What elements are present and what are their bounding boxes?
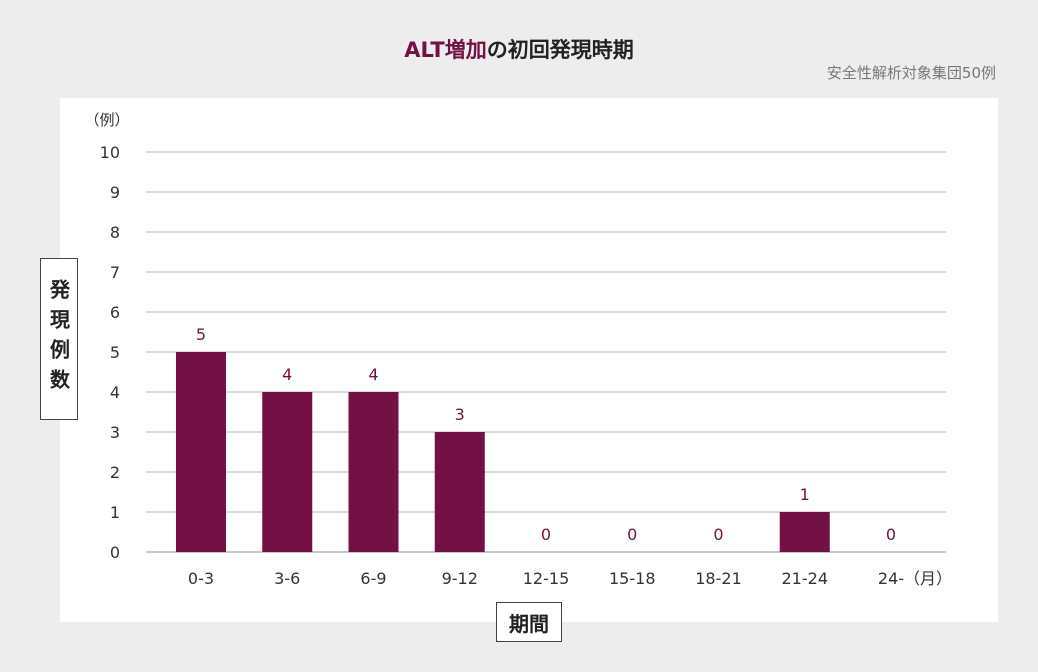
bars — [176, 352, 830, 552]
bar-value-label: 5 — [196, 325, 206, 344]
x-tick-label: 15-18 — [609, 569, 656, 588]
bar — [779, 512, 830, 552]
y-tick-label: 0 — [110, 543, 120, 562]
x-unit-label: （月） — [904, 569, 952, 588]
bar-value-label: 4 — [282, 365, 292, 384]
y-tick-label: 7 — [110, 263, 120, 282]
bar-value-label: 0 — [541, 525, 551, 544]
chart-title-rest: の初回発現時期 — [486, 38, 634, 62]
x-tick-label: 9-12 — [442, 569, 478, 588]
x-tick-label: 24- — [878, 569, 904, 588]
y-tick-label: 1 — [110, 503, 120, 522]
y-tick-label: 9 — [110, 183, 120, 202]
x-tick-label: 0-3 — [188, 569, 214, 588]
y-tick-label: 5 — [110, 343, 120, 362]
y-tick-label: 8 — [110, 223, 120, 242]
chart-subtitle: 安全性解析対象集団50例 — [826, 64, 996, 82]
y-unit-label: （例） — [84, 111, 129, 129]
y-axis-label: 発現例数 — [46, 279, 71, 399]
chart-title: ALT増加の初回発現時期 — [0, 34, 1038, 64]
bar — [262, 392, 313, 552]
x-tick-label: 18-21 — [695, 569, 742, 588]
x-axis-label: 期間 — [509, 611, 549, 636]
y-tick-label: 3 — [110, 423, 120, 442]
x-tick-label: 3-6 — [274, 569, 300, 588]
bar — [434, 432, 485, 552]
bar-value-label: 0 — [627, 525, 637, 544]
bar — [348, 392, 399, 552]
x-tick-label: 12-15 — [523, 569, 570, 588]
bar-value-label: 0 — [886, 525, 896, 544]
y-tick-label: 4 — [110, 383, 120, 402]
y-tick-label: 2 — [110, 463, 120, 482]
y-tick-label: 10 — [100, 143, 120, 162]
bar — [176, 352, 226, 552]
bar-value-label: 0 — [713, 525, 723, 544]
bar-value-label: 1 — [800, 485, 810, 504]
x-tick-label: 21-24 — [782, 569, 829, 588]
bar-value-label: 4 — [368, 365, 378, 384]
labels: 012345678910（例）50-343-646-939-12012-1501… — [84, 111, 952, 588]
bar-value-label: 3 — [455, 405, 465, 424]
y-tick-label: 6 — [110, 303, 120, 322]
y-axis-label-box: 発現例数 — [40, 258, 78, 420]
x-axis-label-box: 期間 — [496, 602, 562, 642]
x-tick-label: 6-9 — [360, 569, 386, 588]
chart-title-accent: ALT増加 — [404, 38, 487, 62]
